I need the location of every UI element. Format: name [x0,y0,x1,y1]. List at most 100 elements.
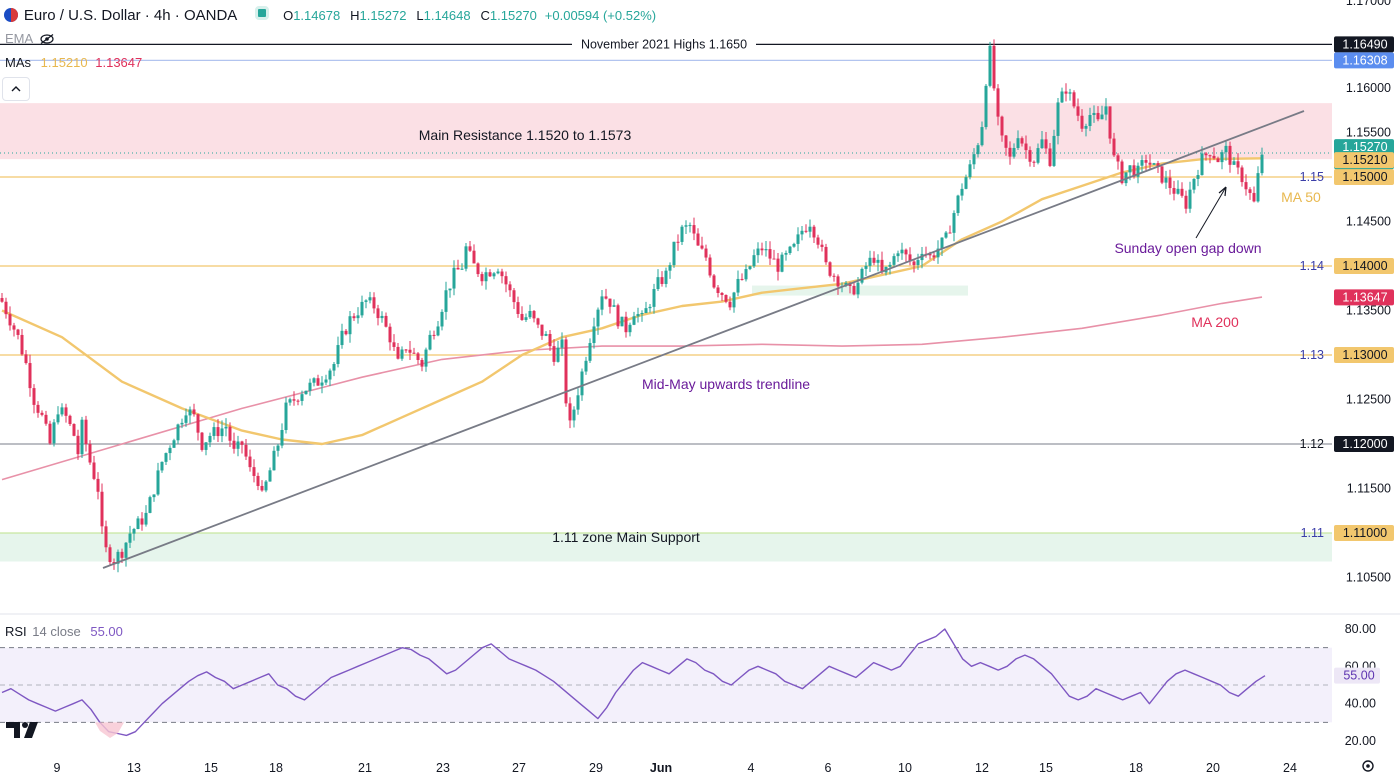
candle-body [1136,165,1140,177]
candle-body [1220,152,1224,163]
candle-body [48,423,52,444]
price-tick-label: 1.13500 [1346,304,1391,318]
candle-body [144,512,148,525]
candle-body [736,278,740,293]
candle-body [1128,165,1132,173]
candle-body [448,288,452,291]
candle-body [500,271,504,277]
ema-legend[interactable]: EMA [5,31,54,46]
candle-body [524,317,528,320]
candle-body [12,325,16,330]
candle-body [904,249,908,255]
candle-body [772,258,776,260]
gear-ring [1362,760,1374,772]
candle-body [536,318,540,325]
candle-body [720,292,724,295]
market-status-dot-icon [255,6,270,20]
candle-body [1176,188,1180,194]
gap-arrow [1195,186,1227,239]
hidden-eye-icon[interactable] [40,32,54,44]
candle-body [976,145,980,155]
candle-body [1032,161,1036,163]
tradingview-logo-icon[interactable] [6,720,40,745]
candle-body [1028,150,1032,162]
candle-body [324,379,328,383]
candle-body [460,268,464,270]
candle-body [1184,195,1188,209]
mas-legend[interactable]: MAs 1.15210 1.13647 [5,55,142,70]
candle-body [916,260,920,266]
candle-body [1208,155,1212,157]
candle-body [968,164,972,178]
candle-body [956,195,960,214]
candle-body [192,409,196,415]
candle-body [208,435,212,443]
candle-body [1236,161,1240,168]
time-tick-label: 15 [204,761,218,775]
candle-body [484,272,488,282]
candle-body [760,248,764,251]
candle-body [676,241,680,243]
candle-body [792,243,796,247]
settings-gear-icon[interactable] [1362,760,1374,772]
time-tick-label: 9 [54,761,61,775]
candle-body [412,352,416,354]
candle-body [880,259,884,273]
candle-body [228,426,232,441]
candle-body [836,276,840,287]
candle-body [164,453,168,462]
candle-body [248,456,252,468]
candle-body [596,309,600,327]
candle-body [436,326,440,336]
candle-body [1064,91,1068,94]
candle-body [236,441,240,449]
candle-body [864,265,868,269]
candle-body [308,382,312,391]
nov-high-label-bg [572,36,756,53]
candle-body [488,272,492,277]
candle-body [416,353,420,360]
candle-body [776,258,780,272]
candle-body [988,45,992,86]
candle-body [380,315,384,319]
candle-body [612,305,616,307]
candle-body [1108,106,1112,139]
candle-body [648,306,652,309]
trendline [102,110,1305,569]
candle-body [668,265,672,271]
candle-body [120,551,124,558]
candle-body [264,481,268,491]
candle-body [892,256,896,265]
candle-body [1100,114,1104,120]
candle-body [560,339,564,348]
symbol-title[interactable]: Euro / U.S. Dollar · 4h · OANDA [23,7,238,24]
candle-body [764,249,768,251]
candle-body [868,257,872,266]
collapse-legend-button[interactable] [2,77,30,101]
candle-body [172,440,176,448]
nov-high-label: November 2021 Highs 1.1650 [581,37,747,51]
candle-body [644,308,648,314]
candle-body [532,310,536,319]
candle-body [1196,175,1200,179]
candle-body [832,275,836,277]
time-tick-label: 18 [1129,761,1143,775]
candle-body [928,254,932,256]
trendline-label: Mid-May upwards trendline [642,376,810,392]
candle-body [812,226,816,238]
rsi-legend[interactable]: RSI 14 close 55.00 [5,624,123,639]
candle-body [708,257,712,276]
ohlc-low-value: 1.14648 [423,8,471,23]
candle-body [664,270,668,284]
price-tag-1.16308: 1.16308 [1342,53,1387,67]
candle-body [376,308,380,319]
candle-body [88,444,92,463]
candle-body [100,491,104,527]
level-text-1.15: 1.15 [1300,170,1324,184]
candle-body [1248,189,1252,193]
ma200-line [1,296,1263,481]
candle-body [36,404,40,413]
candle-body [788,246,792,254]
candle-body [780,254,784,272]
